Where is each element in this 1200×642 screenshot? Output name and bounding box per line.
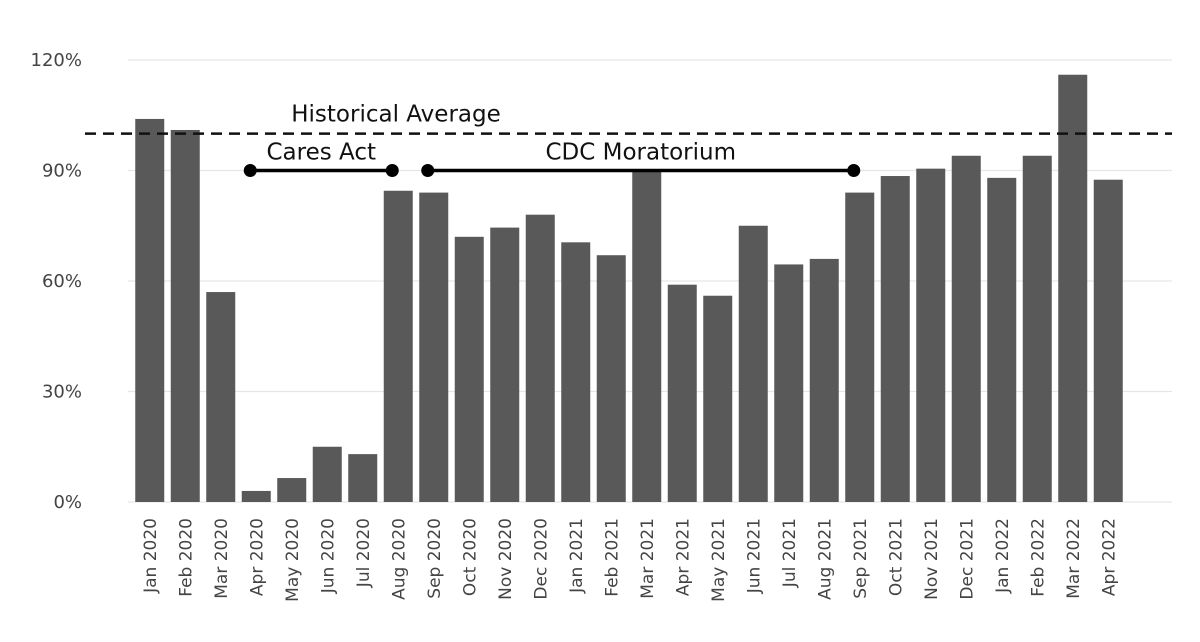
x-tick-label: Aug 2021 — [815, 518, 835, 600]
x-tick-label: Feb 2022 — [1028, 518, 1048, 597]
x-tick-label: Nov 2020 — [496, 518, 516, 600]
bar — [632, 170, 662, 502]
x-tick-label: Apr 2022 — [1099, 518, 1119, 596]
x-tick-label: Apr 2021 — [673, 518, 693, 596]
x-tick-label: Feb 2020 — [176, 518, 196, 597]
reference-line-group: Historical Average — [85, 102, 1172, 135]
x-tick-label: May 2020 — [283, 518, 303, 602]
bar — [916, 168, 946, 503]
x-tick-label: Jan 2022 — [993, 518, 1013, 594]
x-tick-label: Oct 2021 — [886, 518, 906, 596]
x-tick-label: Dec 2020 — [531, 518, 551, 600]
x-tick-label: Apr 2020 — [247, 518, 267, 596]
cdc-moratorium-label: CDC Moratorium — [545, 140, 736, 166]
cares-act-end-dot — [385, 164, 399, 177]
bar — [880, 176, 910, 502]
cares-act-label: Cares Act — [266, 140, 376, 166]
bar — [135, 118, 165, 502]
x-tick-label: Mar 2021 — [638, 518, 658, 599]
x-tick-label: Jan 2020 — [141, 518, 161, 594]
y-tick-label: 0% — [53, 492, 82, 513]
bar — [809, 258, 839, 502]
x-tick-label: Jul 2020 — [354, 518, 374, 588]
x-tick-label: Dec 2021 — [957, 518, 977, 600]
bar — [277, 478, 307, 502]
annotation-layer: Cares Act CDC Moratorium — [243, 140, 861, 177]
bar — [1058, 74, 1088, 502]
x-tick-label: Aug 2020 — [389, 518, 409, 600]
bar — [419, 192, 449, 502]
bar — [1093, 179, 1123, 503]
cares-act-start-dot — [243, 164, 257, 177]
bar — [383, 190, 413, 502]
bar — [774, 264, 804, 502]
bar — [703, 295, 733, 502]
bar — [738, 225, 768, 502]
bar — [490, 227, 520, 502]
x-tick-label: Sep 2020 — [425, 518, 445, 599]
bar — [241, 490, 271, 502]
bar-series — [135, 74, 1123, 503]
y-tick-label: 120% — [31, 50, 82, 71]
bar — [951, 155, 981, 502]
y-axis: 0% 30% 60% 90% 120% — [31, 50, 82, 513]
y-tick-label: 30% — [42, 382, 82, 403]
bar — [312, 446, 342, 502]
bar — [454, 236, 484, 503]
x-tick-label: Nov 2021 — [922, 518, 942, 600]
x-tick-label: Feb 2021 — [602, 518, 622, 597]
bar — [525, 214, 555, 502]
bar — [845, 192, 875, 502]
y-tick-label: 90% — [42, 161, 82, 182]
x-tick-label: Mar 2022 — [1064, 518, 1084, 599]
bar — [348, 454, 378, 502]
bar — [667, 284, 697, 502]
x-tick-label: Jan 2021 — [567, 518, 587, 594]
x-axis: Jan 2020 Feb 2020 Mar 2020 Apr 2020 May 2020… — [141, 518, 1120, 602]
x-tick-label: Mar 2020 — [212, 518, 232, 599]
historical-average-label: Historical Average — [291, 102, 501, 128]
bar — [1022, 155, 1052, 502]
x-tick-label: Oct 2020 — [460, 518, 480, 596]
cdc-moratorium-start-dot — [421, 164, 435, 177]
x-tick-label: Sep 2021 — [851, 518, 871, 599]
bar — [596, 255, 626, 502]
bar — [206, 292, 236, 502]
bar — [170, 129, 200, 502]
x-tick-label: Jun 2021 — [744, 518, 764, 594]
bar — [987, 177, 1017, 502]
y-tick-label: 60% — [42, 271, 82, 292]
cdc-moratorium-end-dot — [847, 164, 861, 177]
x-tick-label: May 2021 — [709, 518, 729, 602]
bar — [561, 242, 591, 502]
x-tick-label: Jun 2020 — [318, 518, 338, 594]
x-tick-label: Jul 2021 — [780, 518, 800, 588]
